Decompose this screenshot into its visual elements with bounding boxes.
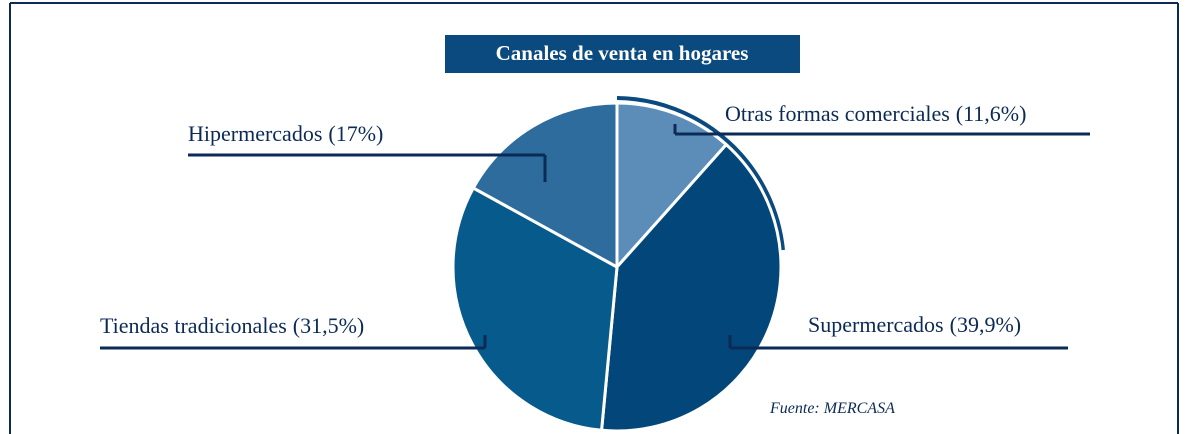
slice-label: Otras formas comerciales (11,6%) (725, 101, 1026, 126)
slice (471, 101, 619, 270)
value-label: (31,5%) (293, 313, 364, 338)
title-box (445, 35, 800, 73)
chart-title: Canales de venta en hogares (496, 41, 749, 65)
category-name: Tiendas tradicionales (100, 313, 287, 338)
source: Fuente: MERCASA (769, 400, 895, 417)
value-label: (17%) (328, 121, 383, 146)
labels: Otras formas comerciales (11,6%) Supermerc… (100, 101, 1090, 350)
value-label: (11,6%) (956, 101, 1027, 126)
category-name: Supermercados (808, 312, 944, 337)
pie (451, 101, 783, 433)
category-name: Otras formas comerciales (725, 101, 950, 126)
slice (451, 185, 619, 432)
slice (615, 101, 729, 271)
category-name: Hipermercados (188, 121, 322, 146)
slice (599, 142, 783, 433)
rim (616, 96, 785, 251)
slice-label: Supermercados (39,9%) (808, 312, 1021, 337)
slice-label: Tiendas tradicionales (31,5%) (100, 313, 364, 338)
slice-label: Hipermercados (17%) (188, 121, 383, 146)
value-label: (39,9%) (950, 312, 1021, 337)
